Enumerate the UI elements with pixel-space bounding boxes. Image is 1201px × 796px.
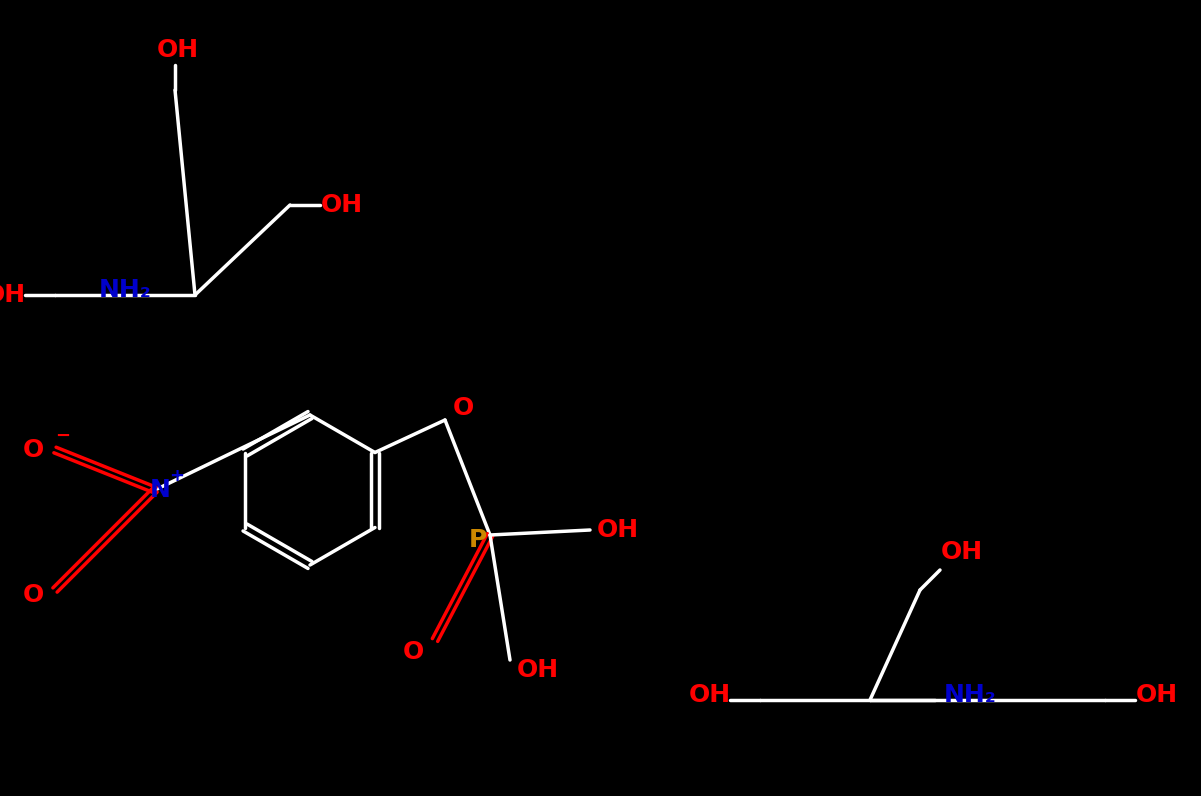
Text: NH₂: NH₂: [98, 278, 151, 302]
Text: O: O: [402, 640, 424, 664]
Text: OH: OH: [0, 283, 26, 307]
Text: O: O: [23, 583, 43, 607]
Text: OH: OH: [1136, 683, 1178, 707]
Text: O: O: [453, 396, 473, 420]
Text: O: O: [23, 438, 43, 462]
Text: OH: OH: [516, 658, 558, 682]
Text: N: N: [150, 478, 171, 502]
Text: OH: OH: [689, 683, 731, 707]
Text: OH: OH: [940, 540, 984, 564]
Text: −: −: [55, 427, 71, 445]
Text: OH: OH: [597, 518, 639, 542]
Text: NH₂: NH₂: [944, 683, 997, 707]
Text: OH: OH: [157, 38, 199, 62]
Text: +: +: [169, 467, 185, 485]
Text: OH: OH: [321, 193, 363, 217]
Text: P: P: [468, 528, 488, 552]
